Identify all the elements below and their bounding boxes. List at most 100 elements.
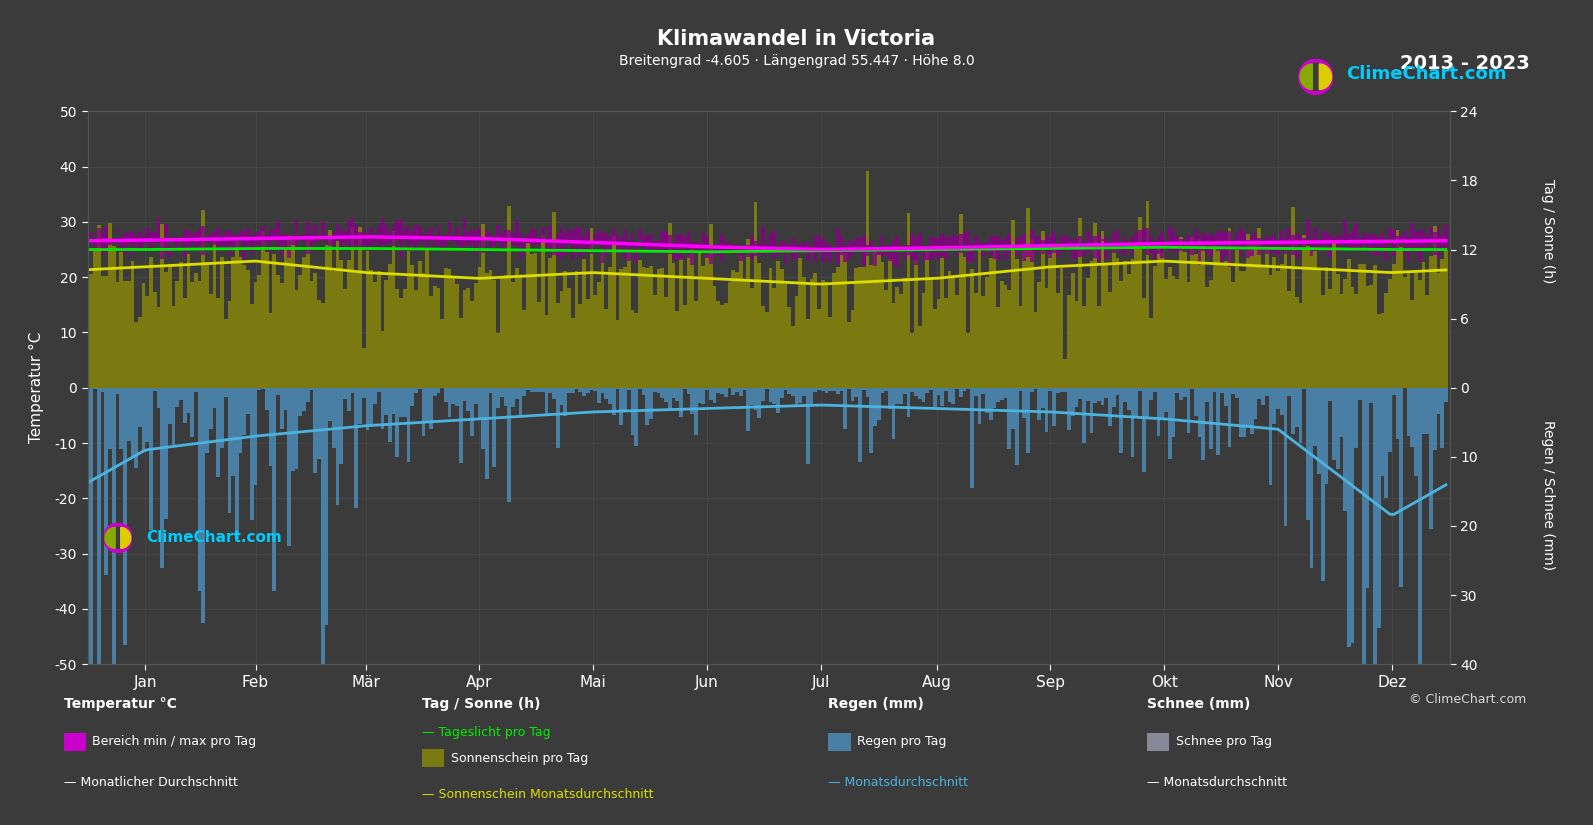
Bar [261,232,264,388]
Bar [895,236,898,267]
Bar [280,283,284,388]
Bar [183,298,186,388]
Bar [389,263,392,388]
Bar [698,388,701,403]
Bar [593,295,597,388]
Bar [862,267,865,388]
Bar [1037,282,1042,388]
Text: ClimeChart.com: ClimeChart.com [147,530,282,545]
Bar [1287,291,1290,388]
Bar [981,243,984,257]
Bar [172,306,175,388]
Bar [1026,388,1029,453]
Text: Schnee (mm): Schnee (mm) [1147,697,1251,711]
Bar [1354,295,1359,388]
Bar [320,303,325,388]
Bar [276,221,280,250]
Bar [615,235,620,254]
Bar [473,388,478,403]
Bar [940,234,945,256]
Bar [828,245,832,262]
Bar [1223,388,1228,407]
Bar [1254,388,1257,418]
Bar [1301,388,1306,389]
Bar [481,224,484,388]
Bar [1388,388,1392,452]
Bar [515,388,519,399]
Bar [832,388,836,391]
Bar [436,288,440,388]
Bar [1053,388,1056,427]
Bar [601,388,604,394]
Bar [1042,240,1045,254]
Bar [350,388,354,394]
Bar [1160,253,1164,388]
Bar [451,388,456,404]
Bar [389,232,392,243]
Bar [989,258,992,388]
Bar [183,230,186,257]
Bar [1104,264,1109,388]
Bar [933,388,937,408]
Bar [903,251,906,259]
Bar [1023,243,1026,388]
Bar [851,309,854,388]
Bar [1432,226,1437,388]
Bar [731,388,734,395]
Bar [1131,388,1134,457]
Text: — Monatsdurchschnitt: — Monatsdurchschnitt [1147,776,1287,789]
Bar [1034,388,1037,389]
Bar [1257,229,1262,388]
Bar [575,226,578,252]
Bar [1153,388,1157,393]
Bar [773,388,776,404]
Bar [1359,264,1362,388]
Bar [366,236,370,251]
Bar [836,388,840,394]
Bar [145,388,150,442]
Bar [589,243,593,254]
Bar [1251,234,1254,257]
Bar [683,238,687,249]
Bar [642,388,645,395]
Bar [292,388,295,470]
Bar [1432,232,1437,256]
Bar [989,388,992,420]
Bar [417,227,422,243]
Bar [1029,388,1034,393]
Bar [530,254,534,388]
Bar [1298,235,1301,245]
Bar [217,228,220,251]
Bar [656,388,661,393]
Bar [914,238,918,266]
Bar [1064,388,1067,392]
Bar [462,388,467,402]
Bar [1373,388,1376,664]
Bar [1329,388,1332,401]
Bar [384,225,389,245]
Bar [1306,220,1309,238]
Bar [739,257,742,388]
Bar [731,245,734,254]
Bar [161,238,164,258]
Bar [212,231,217,245]
Bar [604,232,609,255]
Bar [1145,229,1149,255]
Bar [134,236,139,245]
Bar [175,238,178,248]
Bar [951,235,956,250]
Bar [675,234,679,259]
Bar [898,246,903,252]
Bar [1337,274,1340,388]
Bar [1384,239,1388,261]
Bar [593,234,597,245]
Bar [161,388,164,568]
Bar [1395,230,1399,388]
Bar [1392,229,1395,256]
Bar [906,245,911,255]
Bar [484,273,489,388]
Bar [298,275,303,388]
Bar [1198,237,1201,266]
Bar [292,239,295,245]
Bar [406,248,411,388]
